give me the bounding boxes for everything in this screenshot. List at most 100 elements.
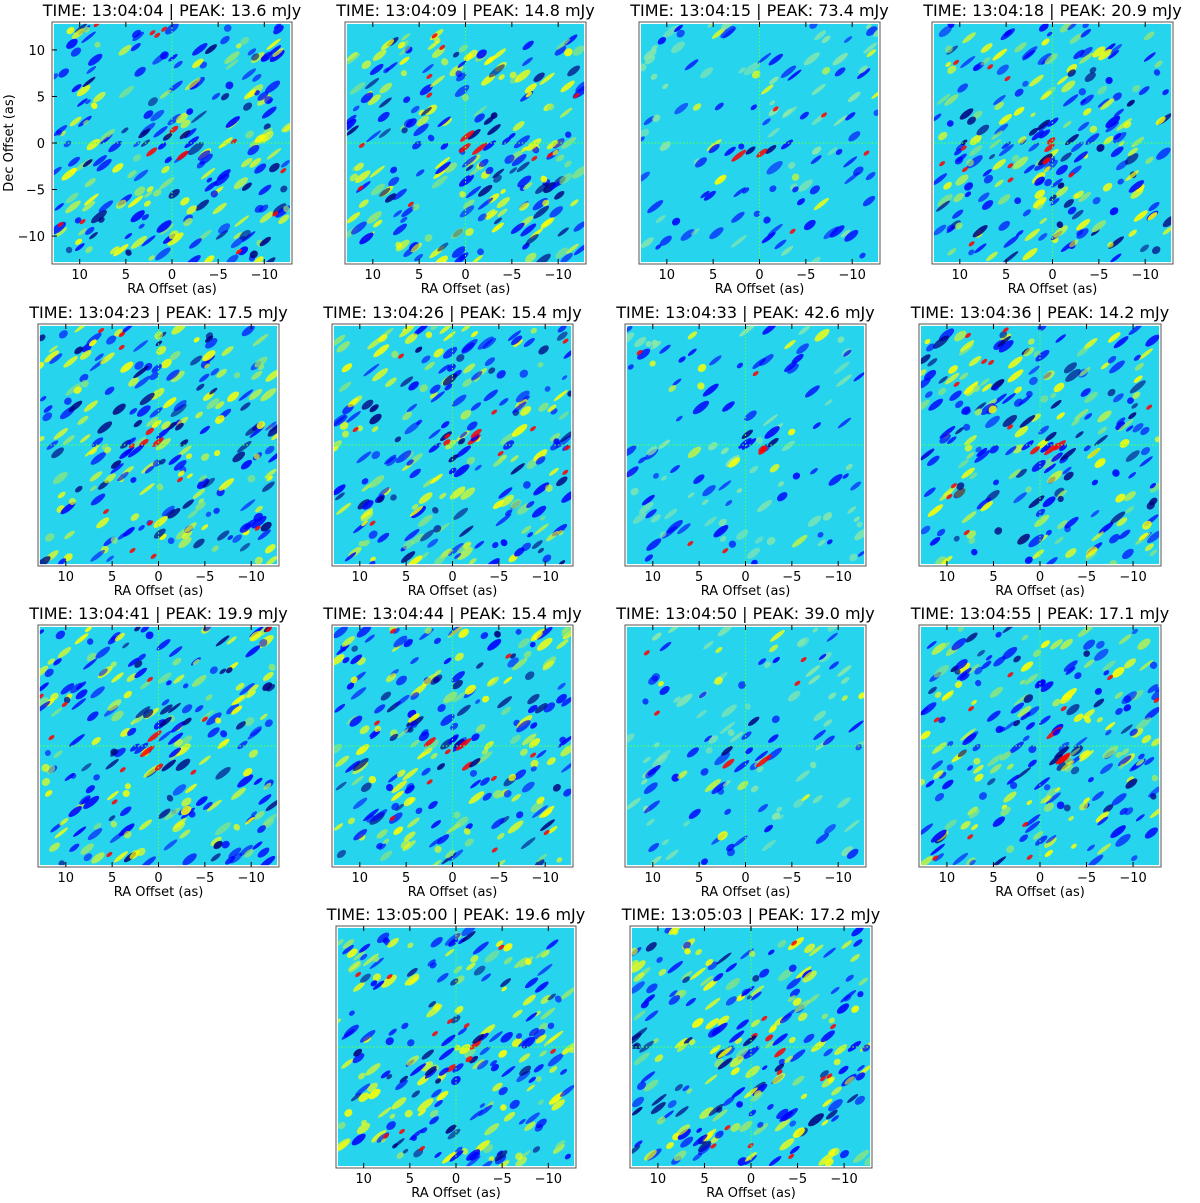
peak-speckle xyxy=(426,73,433,79)
noise-blob xyxy=(268,663,276,671)
noise-blob xyxy=(766,160,783,175)
noise-blob xyxy=(649,360,656,367)
noise-blob xyxy=(152,459,161,467)
y-tick-label: −10 xyxy=(18,230,45,245)
noise-blob xyxy=(969,859,976,866)
noise-blob xyxy=(798,325,811,335)
noise-blob xyxy=(259,236,271,247)
noise-blob xyxy=(1034,189,1046,199)
noise-blob xyxy=(973,757,981,765)
source-blob xyxy=(483,140,496,151)
noise-blob xyxy=(345,760,361,773)
noise-blob xyxy=(548,826,558,834)
noise-blob xyxy=(1063,362,1077,374)
noise-blob xyxy=(736,1101,743,1108)
noise-blob xyxy=(216,530,230,541)
noise-blob xyxy=(643,1079,659,1092)
noise-blob xyxy=(641,779,648,785)
noise-blob xyxy=(711,781,727,795)
noise-blob xyxy=(422,64,434,74)
noise-blob xyxy=(751,559,758,565)
noise-blob xyxy=(265,80,281,94)
noise-blob xyxy=(1073,736,1088,749)
noise-blob xyxy=(457,1027,468,1036)
noise-blob xyxy=(932,335,950,349)
noise-blob xyxy=(153,189,162,197)
noise-blob xyxy=(200,167,216,180)
noise-blob xyxy=(547,103,555,111)
x-tick-label: 5 xyxy=(709,268,717,283)
noise-blob xyxy=(1035,835,1048,846)
noise-blob xyxy=(946,224,955,232)
peak-speckle xyxy=(129,547,136,554)
noise-blob xyxy=(76,84,91,97)
noise-blob xyxy=(817,531,824,538)
noise-blob xyxy=(461,1147,469,1155)
y-tick-label: 5 xyxy=(37,90,45,105)
noise-blob xyxy=(1091,479,1099,486)
noise-blob xyxy=(730,1122,741,1132)
noise-blob xyxy=(1070,141,1084,152)
x-tick-label: 0 xyxy=(741,871,749,886)
noise-blob xyxy=(436,1090,449,1101)
noise-blob xyxy=(572,165,585,179)
noise-blob xyxy=(687,446,702,459)
noise-blob xyxy=(404,1109,413,1118)
noise-blob xyxy=(769,629,785,642)
noise-blob xyxy=(537,1099,544,1106)
noise-blob xyxy=(68,156,80,167)
noise-blob xyxy=(1039,129,1051,139)
noise-blob xyxy=(342,939,355,949)
noise-blob xyxy=(730,234,747,248)
noise-blob xyxy=(390,166,398,174)
noise-blob xyxy=(129,407,138,415)
noise-blob xyxy=(668,385,677,392)
peak-speckle xyxy=(491,847,498,853)
noise-blob xyxy=(1080,28,1092,38)
noise-blob xyxy=(967,765,974,771)
noise-blob xyxy=(1110,146,1124,158)
noise-blob xyxy=(974,408,983,416)
noise-blob xyxy=(1126,99,1135,107)
source-blob xyxy=(170,721,186,733)
noise-blob xyxy=(632,512,647,524)
noise-blob xyxy=(510,455,519,463)
noise-blob xyxy=(1112,92,1122,101)
noise-blob xyxy=(1069,33,1083,44)
noise-blob xyxy=(385,673,397,683)
noise-blob xyxy=(450,722,459,731)
noise-blob xyxy=(58,330,68,339)
noise-blob xyxy=(539,1050,547,1057)
noise-blob xyxy=(1003,791,1017,803)
noise-blob xyxy=(553,390,568,402)
noise-blob xyxy=(530,722,538,729)
noise-blob xyxy=(205,337,218,349)
noise-blob xyxy=(812,422,821,430)
noise-blob xyxy=(560,80,575,93)
noise-blob xyxy=(634,1140,643,1148)
noise-blob xyxy=(207,727,220,738)
noise-blob xyxy=(976,124,990,136)
noise-blob xyxy=(92,155,107,167)
noise-blob xyxy=(395,1079,408,1091)
noise-blob xyxy=(338,381,352,392)
noise-blob xyxy=(674,102,689,115)
noise-blob xyxy=(535,950,546,959)
noise-blob xyxy=(73,386,82,394)
noise-blob xyxy=(1074,408,1089,421)
noise-blob xyxy=(1015,767,1032,780)
noise-blob xyxy=(558,560,566,565)
noise-blob xyxy=(367,94,381,106)
noise-blob xyxy=(184,255,201,263)
noise-blob xyxy=(417,1098,434,1112)
noise-blob xyxy=(127,170,137,179)
noise-blob xyxy=(713,525,729,538)
source-blob xyxy=(176,150,189,161)
noise-blob xyxy=(542,199,550,207)
noise-blob xyxy=(719,535,727,542)
noise-blob xyxy=(833,1058,841,1066)
noise-blob xyxy=(980,43,993,53)
x-tick-label: 0 xyxy=(154,871,162,886)
noise-blob xyxy=(156,638,171,651)
noise-blob xyxy=(496,197,510,209)
